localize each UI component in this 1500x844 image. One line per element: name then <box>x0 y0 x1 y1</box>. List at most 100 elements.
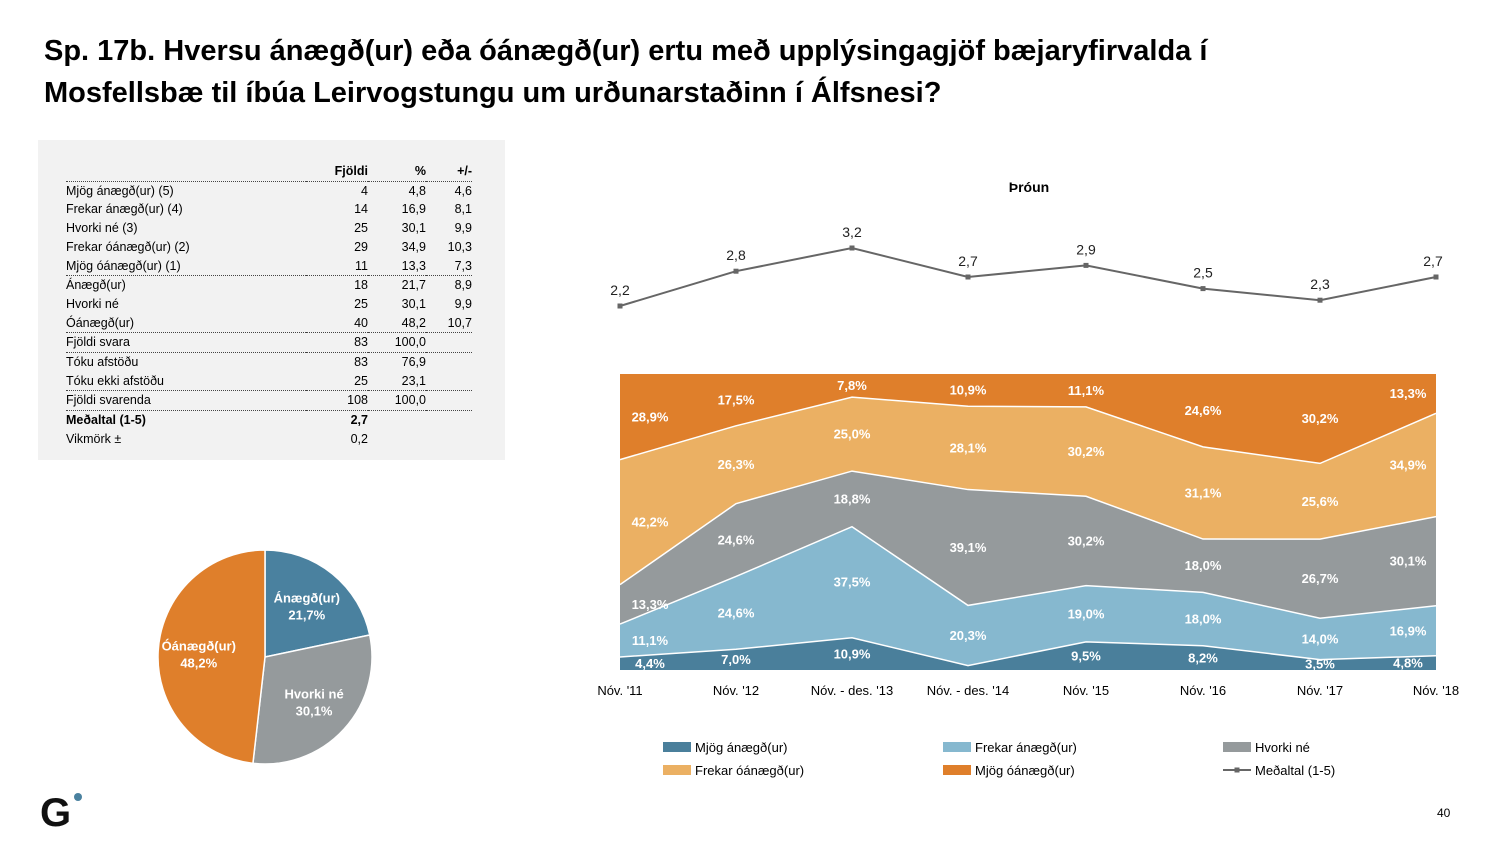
area-boundary-0 <box>619 636 1437 667</box>
legend-label: Hvorki né <box>1255 740 1310 755</box>
mean-marker <box>849 245 855 251</box>
area-label: 30,2% <box>1068 533 1105 548</box>
row-margin <box>426 390 472 412</box>
mean-marker <box>1200 286 1206 292</box>
area-label: 17,5% <box>718 392 755 407</box>
area-label: 16,9% <box>1390 623 1427 638</box>
area-label: 19,0% <box>1068 606 1105 621</box>
area-series-2 <box>620 471 1436 625</box>
row-count: 4 <box>361 183 368 198</box>
row-margin <box>426 371 472 392</box>
row-label: Frekar ánægð(ur) (4) <box>66 202 183 217</box>
row-margin <box>426 332 472 354</box>
pie-slice-0 <box>264 549 371 658</box>
table-row: Hvorki né (3) 25 30,1 9,9 <box>66 219 472 238</box>
area-label: 42,2% <box>632 515 669 530</box>
row-percent <box>368 411 426 430</box>
row-count: 40 <box>306 313 368 334</box>
title-line-2: Mosfellsbæ til íbúa Leirvogstungu um urð… <box>44 77 942 109</box>
row-count: 25 <box>306 371 368 392</box>
area-series-1 <box>620 526 1436 666</box>
table-row: Frekar óánægð(ur) (2) 29 34,9 10,3 <box>66 238 472 257</box>
row-margin: 10,7 <box>426 313 472 334</box>
area-label: 7,8% <box>837 378 867 393</box>
header-percent: % <box>368 162 426 182</box>
area-label: 13,3% <box>632 597 669 612</box>
row-count: 83 <box>306 332 368 354</box>
table-row: Tóku afstöðu 83 76,9 <box>66 353 472 372</box>
company-logo: G <box>40 791 82 830</box>
area-label: 28,9% <box>632 409 669 424</box>
x-tick-label: Nóv. '17 <box>1297 683 1343 698</box>
legend-label: Frekar ánægð(ur) <box>975 740 1077 755</box>
row-percent: 13,3 <box>368 256 426 277</box>
area-label: 4,4% <box>635 656 665 671</box>
row-label: Meðaltal (1-5) <box>66 413 146 428</box>
area-label: 18,8% <box>834 491 871 506</box>
area-label: 4,8% <box>1393 655 1423 670</box>
table-row: Fjöldi svara 83 100,0 <box>66 332 472 354</box>
area-label: 24,6% <box>718 533 755 548</box>
table-row: Meðaltal (1-5) 2,7 <box>66 411 472 430</box>
row-percent: 23,1 <box>368 371 426 392</box>
pie-value-2: 48,2% <box>180 655 217 670</box>
pie-chart: Ánægð(ur) 21,7% Hvorki né 30,1% Óánægð(ur) 48… <box>157 549 373 765</box>
row-count: 2,7 <box>350 413 368 428</box>
trend-chart: Þróun 4,4% 7,0% 10,9% 9,5% 8,2% 3,5% 4,8% 11,1% 2… <box>597 179 1459 778</box>
row-margin: 8,9 <box>454 278 472 293</box>
area-label: 25,6% <box>1302 494 1339 509</box>
row-margin: 9,9 <box>454 221 472 236</box>
pie-value-0: 21,7% <box>288 607 325 622</box>
area-label: 7,0% <box>721 652 751 667</box>
legend-marker <box>1234 767 1240 773</box>
row-label: Mjög ánægð(ur) (5) <box>66 183 174 198</box>
area-label: 26,3% <box>718 457 755 472</box>
row-percent: 34,9 <box>401 239 426 254</box>
row-count: 83 <box>354 355 368 370</box>
row-label: Mjög óánægð(ur) (1) <box>66 256 306 277</box>
legend-label: Frekar óánægð(ur) <box>695 763 804 778</box>
header-margin: +/- <box>426 162 472 182</box>
row-percent: 21,7 <box>401 278 426 293</box>
row-margin: 4,6 <box>454 183 472 198</box>
table-header-row: Fjöldi % +/- <box>66 162 472 182</box>
mean-marker <box>617 303 623 309</box>
row-label: Fjöldi svarenda <box>66 390 306 412</box>
x-tick-label: Nóv. '11 <box>597 683 642 698</box>
x-tick-label: Nóv. '16 <box>1180 683 1226 698</box>
header-count: Fjöldi <box>306 162 368 182</box>
row-label: Fjöldi svara <box>66 332 306 354</box>
table-row: Tóku ekki afstöðu 25 23,1 <box>66 371 472 392</box>
trend-title: Þróun <box>1009 179 1049 195</box>
x-tick-label: Nóv. '18 <box>1413 683 1459 698</box>
table-row: Hvorki né 25 30,1 9,9 <box>66 295 472 314</box>
legend-swatch <box>943 742 971 752</box>
mean-marker <box>733 268 739 274</box>
table-row: Mjög ánægð(ur) (5) 4 4,8 4,6 <box>66 181 472 200</box>
row-label: Óánægð(ur) <box>66 313 306 334</box>
pie-label-1: Hvorki né <box>284 687 343 702</box>
area-label: 20,3% <box>950 628 987 643</box>
x-tick-label: Nóv. - des. '14 <box>927 683 1009 698</box>
row-percent: 100,0 <box>368 390 426 412</box>
mean-label: 2,2 <box>610 282 630 298</box>
legend-swatch <box>663 742 691 752</box>
area-label: 11,1% <box>1068 383 1105 398</box>
area-boundary-2 <box>619 470 1437 586</box>
logo-letter: G <box>40 791 71 830</box>
row-percent: 48,2 <box>368 313 426 334</box>
row-percent <box>368 430 426 449</box>
row-percent: 100,0 <box>368 332 426 354</box>
area-label: 30,2% <box>1302 411 1339 426</box>
legend-swatch <box>663 765 691 775</box>
row-label: Tóku afstöðu <box>66 355 139 370</box>
row-count: 14 <box>354 202 368 217</box>
row-label: Tóku ekki afstöðu <box>66 371 306 392</box>
table-row: Vikmörk ± 0,2 <box>66 430 472 449</box>
area-label: 14,0% <box>1302 631 1339 646</box>
area-label: 37,5% <box>834 575 871 590</box>
area-label: 31,1% <box>1185 485 1222 500</box>
mean-label: 2,3 <box>1310 276 1330 292</box>
statistics-table: Fjöldi % +/- Mjög ánægð(ur) (5) 4 4,8 4,6 F… <box>66 162 472 449</box>
legend-label: Meðaltal (1-5) <box>1255 763 1335 778</box>
